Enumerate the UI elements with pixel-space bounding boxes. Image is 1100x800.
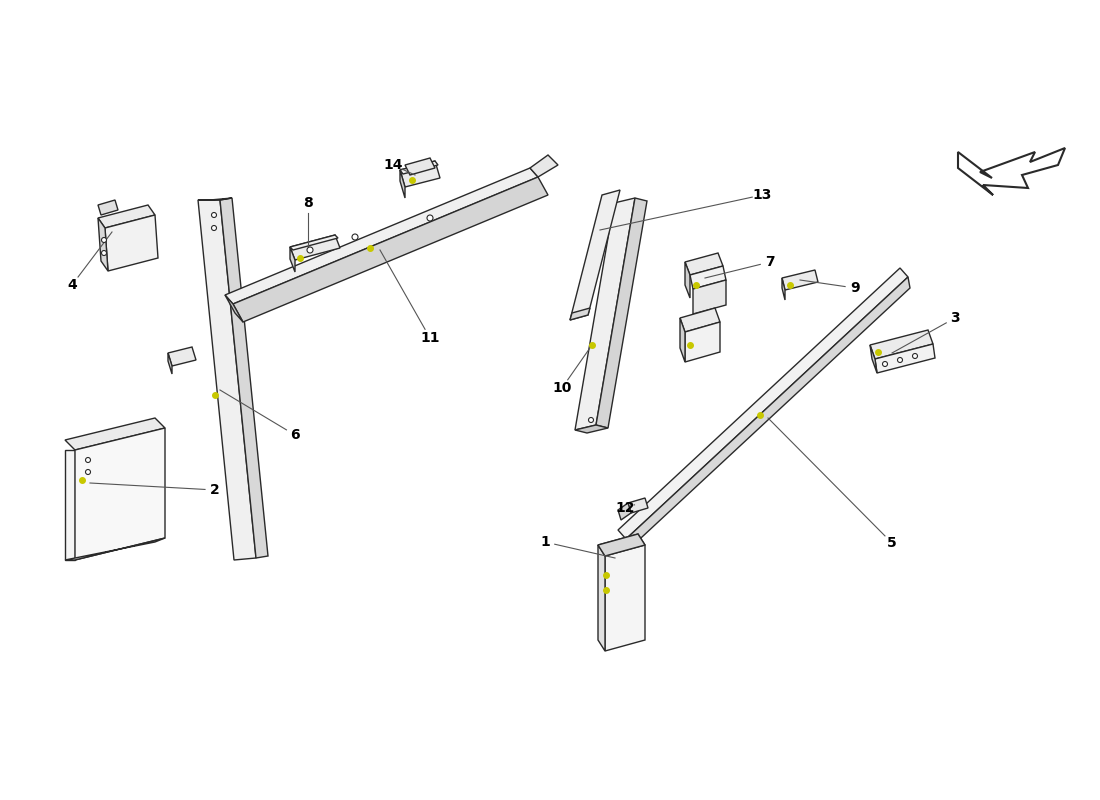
Polygon shape	[690, 266, 726, 289]
Text: 14: 14	[383, 158, 403, 172]
Polygon shape	[570, 190, 620, 320]
Circle shape	[101, 250, 107, 255]
Polygon shape	[405, 158, 435, 175]
Polygon shape	[65, 538, 165, 560]
Polygon shape	[618, 503, 631, 520]
Polygon shape	[626, 277, 910, 550]
Polygon shape	[618, 268, 908, 539]
Polygon shape	[598, 545, 605, 651]
Polygon shape	[693, 280, 726, 314]
Text: 5: 5	[887, 536, 896, 550]
Circle shape	[427, 215, 433, 221]
Circle shape	[211, 213, 217, 218]
Circle shape	[588, 418, 594, 422]
Polygon shape	[290, 235, 338, 250]
Text: 2: 2	[210, 483, 220, 497]
Circle shape	[86, 470, 90, 474]
Polygon shape	[198, 198, 232, 200]
Polygon shape	[685, 322, 720, 362]
Circle shape	[307, 247, 314, 253]
Polygon shape	[570, 308, 590, 320]
Polygon shape	[680, 318, 685, 362]
Polygon shape	[75, 428, 165, 560]
Polygon shape	[575, 425, 608, 433]
Text: 13: 13	[752, 188, 772, 202]
Text: 8: 8	[304, 196, 312, 210]
Circle shape	[101, 238, 107, 242]
Polygon shape	[98, 218, 108, 271]
Text: 1: 1	[540, 535, 550, 549]
Polygon shape	[958, 148, 1065, 195]
Polygon shape	[628, 498, 648, 513]
Polygon shape	[400, 170, 405, 198]
Polygon shape	[226, 168, 538, 304]
Polygon shape	[220, 198, 268, 558]
Polygon shape	[290, 247, 295, 272]
Circle shape	[913, 354, 917, 358]
Polygon shape	[65, 450, 75, 560]
Circle shape	[86, 458, 90, 462]
Polygon shape	[104, 215, 158, 271]
Polygon shape	[400, 161, 440, 187]
Polygon shape	[685, 253, 723, 275]
Text: 10: 10	[552, 381, 572, 395]
Polygon shape	[680, 308, 720, 332]
Circle shape	[882, 362, 888, 366]
Polygon shape	[596, 198, 647, 428]
Text: 11: 11	[420, 331, 440, 345]
Polygon shape	[598, 534, 645, 556]
Text: 4: 4	[67, 278, 77, 292]
Polygon shape	[870, 330, 933, 359]
Polygon shape	[233, 177, 548, 322]
Polygon shape	[598, 534, 645, 556]
Polygon shape	[400, 161, 438, 174]
Text: 9: 9	[850, 281, 860, 295]
Text: 3: 3	[950, 311, 960, 325]
Polygon shape	[98, 200, 118, 215]
Polygon shape	[782, 278, 785, 300]
Polygon shape	[870, 345, 877, 373]
Polygon shape	[290, 235, 340, 260]
Polygon shape	[98, 205, 155, 228]
Polygon shape	[226, 295, 243, 322]
Polygon shape	[782, 270, 818, 290]
Polygon shape	[575, 198, 635, 430]
Circle shape	[898, 358, 902, 362]
Circle shape	[211, 226, 217, 230]
Circle shape	[352, 234, 358, 240]
Text: 7: 7	[766, 255, 774, 269]
Polygon shape	[685, 262, 690, 298]
Polygon shape	[168, 347, 196, 366]
Polygon shape	[874, 344, 935, 373]
Polygon shape	[65, 418, 165, 450]
Polygon shape	[605, 545, 645, 651]
Polygon shape	[198, 200, 256, 560]
Text: 12: 12	[615, 501, 635, 515]
Polygon shape	[168, 353, 172, 374]
Text: 6: 6	[290, 428, 300, 442]
Polygon shape	[530, 155, 558, 177]
